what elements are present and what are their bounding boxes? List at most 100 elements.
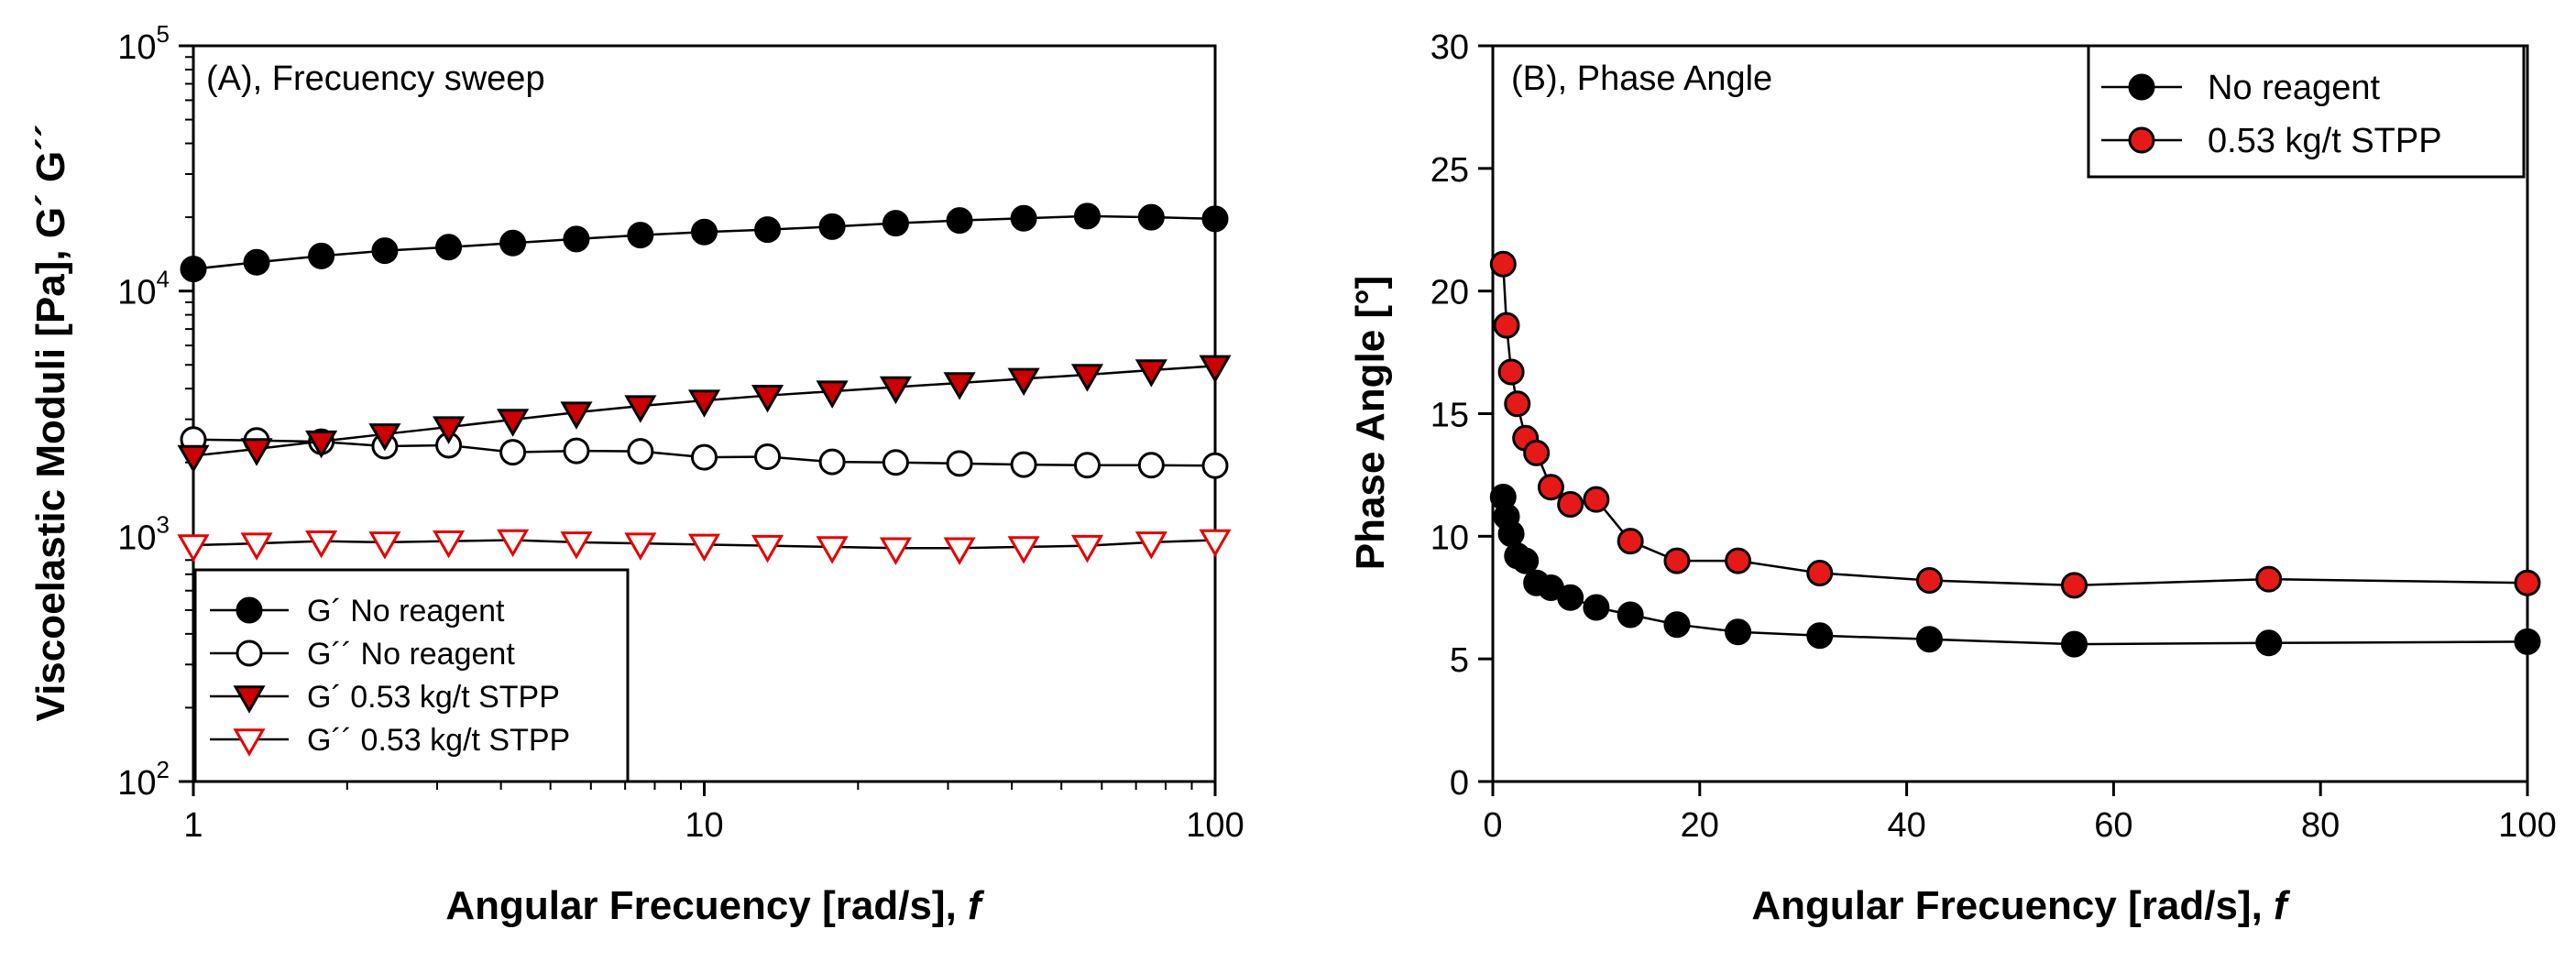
series-b-0-point (2060, 630, 2088, 658)
series-b-0-point (1725, 618, 1752, 646)
series-a-1-point (818, 448, 846, 476)
series-a-0-point (243, 248, 270, 276)
series-a-0-point (754, 216, 782, 244)
y-tick-label: 104 (117, 266, 170, 312)
series-a-0-point (371, 237, 399, 265)
series-a-1-point (1073, 452, 1101, 479)
panel-a: 1 10 100 102 103 104 105 (A), Frecuency sweep G´… (28, 20, 1244, 928)
series-a-1-point (882, 449, 909, 476)
x-axis-title-a: Angular Frecuency [rad/s], f (445, 883, 985, 928)
series-b-0-point (2255, 629, 2283, 657)
x-tick-label: 40 (1887, 806, 1925, 845)
series-a-2-point (687, 389, 721, 418)
series-a-3-point (751, 534, 784, 563)
panel-a-title: (A), Frecuency sweep (206, 60, 545, 98)
series-a-3-point (1135, 531, 1167, 560)
series-a-3-point (816, 536, 849, 564)
y-axis-title-b: Phase Angle [°] (1348, 276, 1393, 571)
series-a-1-point (627, 438, 654, 465)
series-b-line-1 (1502, 264, 2528, 587)
series-a-0-point (180, 256, 207, 283)
series-a-2-point (560, 401, 593, 430)
y-tick-label: 105 (117, 20, 170, 67)
series-a-2-point (624, 395, 657, 423)
series-a-3-point (305, 530, 338, 559)
x-tick-label: 1 (183, 806, 203, 845)
series-a-3-point (1070, 534, 1104, 563)
x-tick-label: 100 (2498, 806, 2556, 845)
series-b-0-point (1915, 626, 1943, 653)
y-tick-label: 102 (117, 756, 170, 803)
series-b-1-point (1497, 358, 1525, 386)
series-a-2-point (1070, 364, 1104, 392)
series-a-2-point (240, 438, 273, 466)
panel-b-title: (B), Phase Angle (1511, 60, 1772, 98)
series-b-1-point (1725, 547, 1752, 574)
series-a-0-point (882, 210, 909, 237)
legend-a-marker (236, 640, 263, 667)
y-axis-title-a: Viscoelastic Moduli [Pa], G´ G´´ (28, 125, 73, 722)
series-a-3-point (943, 537, 976, 565)
series-a-2-point (433, 416, 466, 444)
series-b-0-point (1617, 601, 1644, 629)
series-a-2-point (751, 384, 784, 413)
legend-a-label: G´´ 0.53 kg/t STPP (307, 723, 570, 758)
series-a-0-point (818, 213, 846, 240)
series-b-0-point (1557, 584, 1584, 611)
series-a-3-point (497, 529, 530, 558)
series-a-3-point (560, 531, 593, 560)
series-b-1-point (1493, 312, 1520, 339)
series-a-3-point (687, 533, 721, 563)
y-tick-label: 5 (1450, 641, 1469, 680)
series-a-0-point (627, 222, 654, 249)
series-a-1-point (946, 450, 973, 477)
series-b-1-point (1489, 250, 1517, 278)
y-tick-label: 10 (1431, 519, 1469, 557)
series-a-2-point (943, 372, 976, 400)
series-a-1-point (1010, 451, 1037, 478)
series-a-2-point (497, 409, 530, 437)
series-b-1-point (1583, 486, 1610, 513)
series-a-1-point (499, 439, 527, 466)
x-tick-label: 10 (685, 806, 723, 845)
series-a-2-point (1007, 367, 1040, 397)
series-b-1-point (1537, 474, 1564, 501)
series-b-0-point (2514, 628, 2541, 655)
y-tick-label: 0 (1450, 764, 1469, 803)
x-tick-label: 60 (2094, 806, 2132, 845)
legend-a-label: G´ No reagent (307, 594, 505, 629)
legend-a-marker (233, 728, 266, 757)
series-a-3-point (240, 532, 273, 561)
legend-a-label: G´´ No reagent (307, 637, 515, 672)
legend-a-label: G´ 0.53 kg/t STPP (307, 680, 560, 715)
x-tick-label: 20 (1681, 806, 1719, 845)
x-tick-label: 80 (2301, 806, 2340, 845)
legend-b-label: No reagent (2208, 69, 2380, 107)
series-a-2-point (368, 423, 401, 452)
series-a-3-point (1199, 529, 1232, 558)
y-tick-label: 103 (117, 510, 170, 557)
series-a-0-point (691, 218, 718, 246)
series-b-line-0 (1502, 497, 2528, 646)
x-axis-title-b: Angular Frecuency [rad/s], f (1751, 883, 2291, 928)
series-b-1-point (2060, 572, 2088, 599)
series-b-1-point (2255, 565, 2283, 593)
series-a-3-point (879, 537, 912, 565)
series-a-1-point (1201, 452, 1229, 479)
y-tick-label: 30 (1431, 28, 1469, 67)
series-a-2-point (305, 430, 338, 459)
series-b-1-point (1523, 439, 1551, 466)
series-a-3-point (624, 532, 657, 561)
series-b-1-point (1806, 559, 1834, 586)
series-a-1-point (563, 437, 590, 465)
series-b-0-point (1497, 520, 1525, 548)
legend-a-marker (236, 596, 263, 624)
x-tick-label: 0 (1483, 806, 1502, 845)
series-a-2-point (1135, 359, 1167, 388)
series-a-3-point (433, 530, 466, 559)
legend-a (193, 568, 630, 783)
series-a-1-point (1137, 452, 1165, 479)
x-tick-label: 100 (1186, 806, 1244, 845)
series-a-1-point (691, 443, 718, 471)
